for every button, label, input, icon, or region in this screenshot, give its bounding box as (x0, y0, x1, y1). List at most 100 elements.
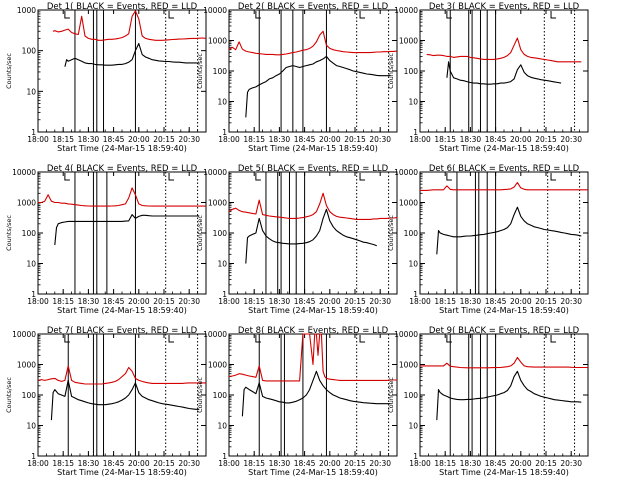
y-tick-label: 1 (222, 290, 227, 299)
x-tick-label: 18:30 (78, 135, 100, 144)
events-series-line (245, 55, 391, 118)
x-axis-label: Start Time (24-Mar-15 18:59:40) (248, 306, 378, 315)
x-tick-label: 18:45 (103, 297, 125, 306)
time-marker (446, 11, 452, 19)
y-tick-label: 100 (22, 229, 37, 238)
x-tick-label: 20:00 (510, 459, 532, 468)
x-tick-label: 18:00 (409, 459, 431, 468)
panel-title: Det 8( BLACK = Events, RED = LLD (238, 326, 389, 336)
y-tick-label: 10 (217, 98, 227, 107)
y-axis-label: Counts/sec (5, 53, 13, 89)
x-tick-label: 18:30 (460, 297, 482, 306)
detector-panel-2: Det 2( BLACK = Events, RED = LLD 1 10 100 10… (196, 2, 398, 153)
events-series-line (50, 379, 200, 421)
time-marker (64, 173, 70, 181)
panel-title: Det 6( BLACK = Events, RED = LLD (429, 164, 580, 174)
time-marker (550, 173, 557, 181)
panel-title: Det 3( BLACK = Events, RED = LLD (429, 2, 580, 12)
y-tick-label: 100 (213, 229, 228, 238)
detector-panel-9: Det 9( BLACK = Events, RED = LLD 1 10 100 10… (387, 326, 589, 477)
lld-series-line (420, 356, 588, 369)
y-tick-label: 100 (213, 391, 228, 400)
x-axis-label: Start Time (24-Mar-15 18:59:40) (57, 144, 187, 153)
x-tick-label: 18:15 (52, 297, 74, 306)
y-axis-label: Counts/sec (387, 53, 395, 89)
panel-title: Det 9( BLACK = Events, RED = LLD (429, 326, 580, 336)
y-tick-label: 10000 (203, 6, 227, 15)
y-tick-label: 1000 (208, 37, 227, 46)
panel-title: Det 4( BLACK = Events, RED = LLD (47, 164, 198, 174)
y-tick-label: 1000 (17, 361, 36, 370)
y-tick-label: 100 (213, 67, 228, 76)
x-tick-label: 18:15 (52, 135, 74, 144)
detector-panel-4: Det 4( BLACK = Events, RED = LLD 1 10 100 10… (5, 164, 207, 315)
x-tick-label: 20:30 (369, 297, 391, 306)
x-tick-label: 18:15 (434, 135, 456, 144)
time-marker (446, 335, 452, 343)
x-tick-label: 18:15 (434, 297, 456, 306)
y-tick-label: 1000 (17, 199, 36, 208)
x-tick-label: 18:30 (460, 135, 482, 144)
x-tick-label: 20:00 (319, 135, 341, 144)
x-tick-label: 20:15 (153, 135, 175, 144)
events-series-line (446, 61, 562, 85)
y-axis-label: Counts/sec (5, 377, 13, 413)
plot-frame (228, 333, 398, 457)
x-tick-label: 18:45 (485, 135, 507, 144)
y-tick-label: 1 (31, 128, 36, 137)
x-tick-label: 18:45 (485, 459, 507, 468)
x-tick-label: 18:45 (294, 297, 316, 306)
time-marker (550, 335, 557, 343)
y-tick-label: 1 (222, 128, 227, 137)
time-marker (359, 335, 366, 343)
y-axis-label: Counts/sec (196, 53, 204, 89)
y-tick-label: 10000 (203, 168, 227, 177)
detector-panel-6: Det 6( BLACK = Events, RED = LLD 1 10 100 10… (387, 164, 589, 315)
panel-title: Det 2( BLACK = Events, RED = LLD (238, 2, 389, 12)
detector-panel-3: Det 3( BLACK = Events, RED = LLD 1 10 100 10… (387, 2, 589, 153)
lld-series-line (420, 182, 588, 191)
x-tick-label: 20:00 (128, 135, 150, 144)
y-tick-label: 100 (404, 391, 419, 400)
y-tick-label: 1 (413, 290, 418, 299)
plot-frame (37, 333, 207, 457)
time-marker (168, 11, 175, 19)
y-tick-label: 10 (408, 422, 418, 431)
y-tick-label: 1000 (208, 361, 227, 370)
y-tick-label: 1000 (208, 199, 227, 208)
x-tick-label: 20:00 (128, 297, 150, 306)
x-tick-label: 18:45 (103, 459, 125, 468)
y-tick-label: 10000 (394, 6, 418, 15)
detector-panel-1: Det 1( BLACK = Events, RED = LLD 1 10 100 10… (5, 2, 207, 153)
x-tick-label: 18:15 (243, 459, 265, 468)
x-axis-label: Start Time (24-Mar-15 18:59:40) (439, 306, 569, 315)
x-tick-label: 20:15 (535, 297, 557, 306)
y-axis-label: Counts/sec (196, 377, 204, 413)
lld-series-line (52, 10, 207, 41)
y-tick-label: 1 (413, 452, 418, 461)
y-tick-label: 10 (408, 98, 418, 107)
y-tick-label: 10000 (394, 330, 418, 339)
x-tick-label: 20:00 (319, 297, 341, 306)
x-tick-label: 20:15 (344, 135, 366, 144)
x-axis-label: Start Time (24-Mar-15 18:59:40) (439, 468, 569, 477)
y-tick-label: 1000 (399, 361, 418, 370)
x-tick-label: 18:00 (27, 297, 49, 306)
x-tick-label: 20:00 (128, 459, 150, 468)
y-tick-label: 1 (31, 452, 36, 461)
y-tick-label: 100 (404, 229, 419, 238)
x-tick-label: 20:15 (344, 459, 366, 468)
y-tick-label: 1000 (17, 6, 36, 15)
x-tick-label: 20:30 (560, 459, 582, 468)
y-axis-label: Counts/sec (387, 377, 395, 413)
detector-panel-5: Det 5( BLACK = Events, RED = LLD 1 10 100 10… (196, 164, 398, 315)
x-tick-label: 18:15 (243, 135, 265, 144)
lld-series-line (37, 365, 206, 385)
x-tick-label: 18:45 (294, 135, 316, 144)
x-tick-label: 20:00 (510, 297, 532, 306)
y-tick-label: 1 (31, 290, 36, 299)
time-marker (550, 11, 557, 19)
y-tick-label: 10 (26, 87, 36, 96)
x-tick-label: 18:45 (103, 135, 125, 144)
x-tick-label: 20:30 (178, 297, 200, 306)
